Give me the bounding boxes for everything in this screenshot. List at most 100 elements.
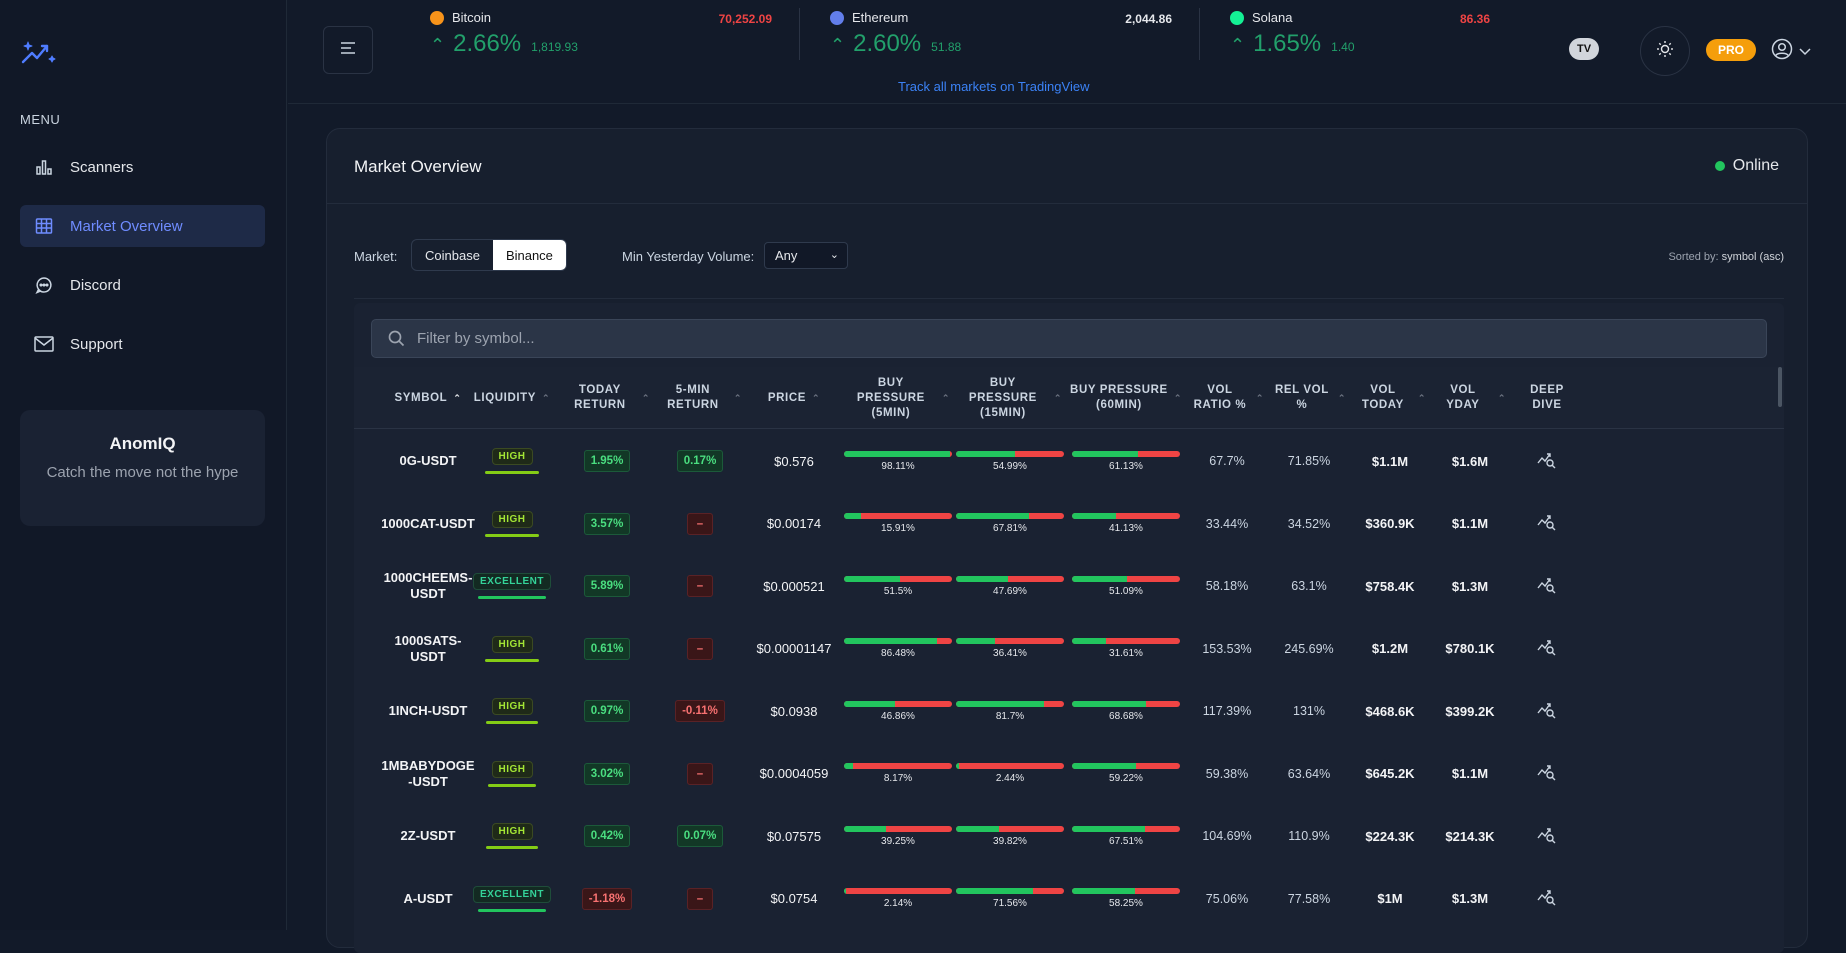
market-label: Market: [354, 249, 398, 264]
table-row[interactable]: 1000CAT-USDT HIGH 3.57% – $0.00174 15.91% 67.8… [354, 493, 1784, 555]
column-header-liquidity[interactable]: LIQUIDITY ⌃ [466, 367, 558, 429]
buy-pressure-bar [956, 450, 1064, 457]
menu-toggle-button[interactable] [323, 26, 373, 74]
today-return-pill: 3.57% [583, 512, 631, 535]
vol-yday-cell: $780.1K [1430, 618, 1510, 680]
vol-ratio-text: 58.18% [1205, 579, 1249, 593]
min-volume-select[interactable]: Any ⌄ [764, 242, 848, 269]
table-row[interactable]: A-USDT EXCELLENT -1.18% – $0.0754 2.14% 71.56%… [354, 868, 1784, 930]
vol-today-text: $758.4K [1365, 578, 1415, 594]
symbol-cell: 1000CAT-USDT [372, 493, 484, 555]
deep-dive-chart-search-icon[interactable] [1537, 826, 1557, 847]
table-row[interactable]: 1000CHEEMS-USDT EXCELLENT 5.89% – $0.000521 5… [354, 555, 1784, 617]
deep-dive-chart-search-icon[interactable] [1537, 763, 1557, 784]
vol-yday-text: $1.6M [1451, 453, 1489, 469]
deep-dive-chart-search-icon[interactable] [1537, 576, 1557, 597]
theme-toggle-button[interactable] [1640, 26, 1690, 76]
search-input[interactable]: Filter by symbol... [371, 319, 1767, 358]
vol-ratio-cell: 67.7% [1186, 430, 1268, 492]
column-header-price[interactable]: PRICE ⌃ [746, 367, 842, 429]
table-row[interactable]: 1MBABYDOGE-USDT HIGH 3.02% – $0.0004059 8.17%… [354, 743, 1784, 805]
buy-pressure-fill [1072, 513, 1117, 519]
scrollbar[interactable] [1778, 367, 1782, 407]
arrow-up-icon: ⌃ [830, 35, 846, 55]
buy-pressure-value: 86.48% [881, 648, 915, 659]
liquidity-badge: HIGH [491, 760, 533, 778]
buy-pressure-value: 67.51% [1109, 835, 1143, 847]
five-min-return-cell: -0.11% [654, 680, 746, 742]
column-header-symbol[interactable]: SYMBOL ⌃ [372, 367, 484, 429]
buy-pressure-bar [956, 638, 1064, 644]
buy-pressure-value: 68.68% [1109, 710, 1143, 722]
user-menu[interactable] [1771, 38, 1811, 65]
buy-pressure-fill [844, 700, 895, 707]
rel-vol-text: 110.9% [1288, 829, 1330, 843]
five-min-return-cell: – [654, 868, 746, 930]
table-row[interactable]: 1000SATS-USDT HIGH 0.61% – $0.00001147 86.48%… [354, 618, 1784, 680]
price-text: $0.00001147 [756, 641, 832, 656]
column-header-deep-dive[interactable]: DEEP DIVE [1510, 367, 1584, 429]
column-header-5min-return[interactable]: 5-MIN RETURN ⌃ [654, 367, 746, 429]
deep-dive-chart-search-icon[interactable] [1537, 888, 1557, 909]
vol-today-cell: $468.6K [1350, 680, 1430, 742]
vol-ratio-text: 104.69% [1202, 829, 1252, 843]
column-header-buy-pressure-15min[interactable]: BUY PRESSURE (15MIN) ⌃ [954, 367, 1066, 429]
vol-yday-cell: $1.3M [1430, 868, 1510, 930]
vol-ratio-cell: 75.06% [1186, 868, 1268, 930]
column-header-rel-vol[interactable]: REL VOL % ⌃ [1268, 367, 1350, 429]
deep-dive-chart-search-icon[interactable] [1537, 451, 1557, 472]
sidebar-item-discord[interactable]: Discord [20, 264, 265, 306]
sort-icon: ⌃ [1173, 392, 1183, 403]
promo-title: AnomIQ [109, 434, 176, 453]
app-logo-icon[interactable] [20, 36, 60, 68]
vol-yday-cell: $1.3M [1430, 555, 1510, 617]
symbol-text: A-USDT [403, 890, 453, 906]
today-return-cell: 0.61% [560, 618, 654, 680]
buy-pressure-value: 31.61% [1109, 648, 1143, 659]
liquidity-badge: HIGH [491, 698, 533, 715]
buy-pressure-bar [956, 513, 1064, 519]
column-header-today-return[interactable]: TODAY RETURN ⌃ [560, 367, 654, 429]
arrow-up-icon: ⌃ [430, 35, 446, 55]
buy-pressure-fill [844, 575, 900, 582]
column-header-vol-ratio[interactable]: VOL RATIO % ⌃ [1186, 367, 1268, 429]
tradingview-icon[interactable]: TV [1569, 38, 1599, 60]
ticker-ethereum[interactable]: Ethereum 2,044.86 ⌃ 2.60% 51.88 [830, 8, 1200, 66]
price-text: $0.000521 [763, 578, 825, 594]
column-header-vol-today[interactable]: VOL TODAY ⌃ [1350, 367, 1430, 429]
five-min-return-pill: -0.11% [675, 700, 725, 722]
table-row[interactable]: 0G-USDT HIGH 1.95% 0.17% $0.576 98.11% 54.99% 6… [354, 430, 1784, 492]
sort-icon: ⌃ [941, 392, 951, 403]
market-option-coinbase[interactable]: Coinbase [425, 247, 480, 263]
hamburger-icon [340, 41, 356, 60]
vol-today-cell: $1M [1350, 868, 1430, 930]
column-header-buy-pressure-5min[interactable]: BUY PRESSURE (5MIN) ⌃ [842, 367, 954, 429]
vol-today-cell: $224.3K [1350, 805, 1430, 867]
sidebar-item-market-overview[interactable]: Market Overview [20, 205, 265, 247]
deep-dive-chart-search-icon[interactable] [1537, 513, 1557, 534]
column-header-vol-yday[interactable]: VOL YDAY ⌃ [1430, 367, 1510, 429]
table-row[interactable]: 1INCH-USDT HIGH 0.97% -0.11% $0.0938 46.86% 81… [354, 680, 1784, 742]
deep-dive-chart-search-icon[interactable] [1537, 638, 1557, 659]
tradingview-link[interactable]: Track all markets on TradingView [898, 79, 1090, 94]
ticker-bitcoin[interactable]: Bitcoin 70,252.09 ⌃ 2.66% 1,819.93 [430, 8, 800, 66]
vol-ratio-cell: 117.39% [1186, 680, 1268, 742]
price-cell: $0.000521 [746, 555, 842, 617]
symbol-cell: 1000CHEEMS-USDT [372, 555, 484, 617]
buy-pressure-cell: 54.99% [954, 430, 1066, 492]
five-min-return-pill: – [686, 575, 714, 597]
buy-pressure-value: 39.82% [993, 835, 1027, 847]
deep-dive-chart-search-icon[interactable] [1537, 701, 1557, 722]
price-cell: $0.00174 [746, 493, 842, 555]
vol-today-cell: $758.4K [1350, 555, 1430, 617]
market-option-binance[interactable]: Binance [492, 240, 566, 270]
pro-badge[interactable]: PRO [1706, 39, 1756, 61]
buy-pressure-bar [1072, 450, 1180, 457]
column-header-buy-pressure-60min[interactable]: BUY PRESSURE (60MIN) ⌃ [1066, 367, 1186, 429]
buy-pressure-value: 8.17% [883, 773, 913, 784]
ticker-solana[interactable]: Solana 86.36 ⌃ 1.65% 1.40 [1230, 8, 1490, 66]
sidebar-item-scanners[interactable]: Scanners [20, 146, 265, 188]
buy-pressure-cell: 81.7% [954, 680, 1066, 742]
table-row[interactable]: 2Z-USDT HIGH 0.42% 0.07% $0.07575 39.25% 39.82… [354, 805, 1784, 867]
sidebar-item-support[interactable]: Support [20, 323, 265, 365]
